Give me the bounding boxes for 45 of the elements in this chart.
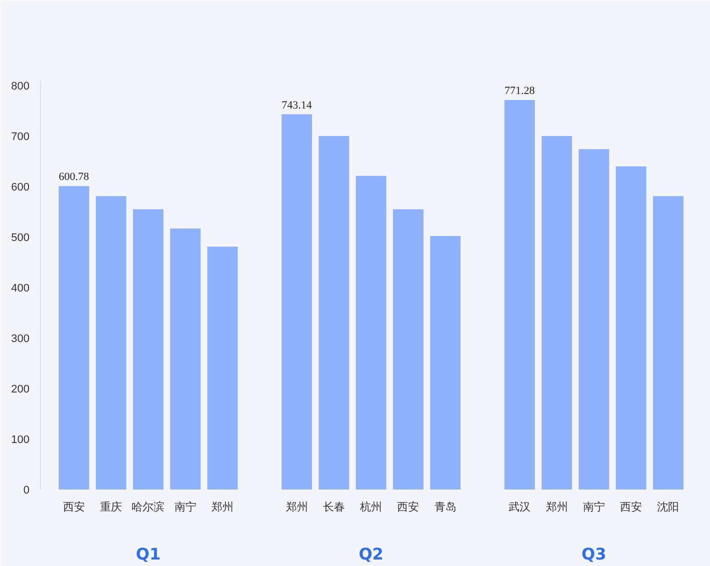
y-tick-label: 700	[11, 131, 30, 144]
x-tick-label: 郑州	[286, 500, 308, 514]
text: Q2	[358, 544, 384, 564]
text: Q3	[582, 544, 606, 564]
bar	[504, 100, 535, 490]
y-tick-label: 200	[11, 384, 30, 396]
bar	[282, 114, 312, 490]
x-tick-label: 南宁	[582, 500, 605, 514]
bar	[170, 228, 201, 490]
x-tick-label: 沈阳	[657, 500, 680, 514]
y-tick-label: 600	[11, 182, 30, 194]
x-tick-label: 武汉	[508, 500, 531, 514]
bar	[96, 196, 126, 490]
x-tick-label: 重庆	[100, 500, 122, 514]
x-tick-label: 青岛	[434, 500, 456, 514]
bar	[132, 209, 164, 490]
bar	[207, 246, 238, 490]
x-tick-label: 西安	[397, 500, 420, 514]
x-tick-label: 西安	[620, 500, 642, 514]
bar	[392, 209, 424, 490]
data-label: 600.78	[58, 171, 90, 184]
y-tick-label: 800	[11, 80, 30, 93]
bar	[542, 136, 572, 490]
bar	[430, 236, 461, 490]
x-tick-label: 长春	[322, 500, 345, 514]
y-tick-label: 500	[11, 232, 30, 244]
text: Q1	[136, 544, 161, 564]
bar	[578, 149, 610, 490]
x-tick-label: 哈尔滨	[132, 500, 165, 514]
data-label: 743.14	[282, 99, 312, 112]
x-tick-label: 杭州	[359, 500, 382, 514]
y-tick-label: 0	[23, 484, 30, 496]
x-tick-label: 南宁	[174, 500, 196, 514]
bar	[652, 196, 684, 490]
y-tick-label: 300	[11, 333, 30, 346]
bar	[318, 136, 350, 490]
y-tick-label: 400	[11, 282, 30, 295]
x-tick-label: 郑州	[546, 500, 568, 514]
y-tick-label: 100	[11, 434, 30, 446]
x-tick-label: 西安	[62, 500, 85, 514]
x-tick-label: 郑州	[212, 500, 234, 514]
bar	[356, 176, 386, 490]
data-label: 771.28	[504, 85, 536, 98]
bar	[616, 166, 646, 490]
bar	[58, 186, 90, 490]
